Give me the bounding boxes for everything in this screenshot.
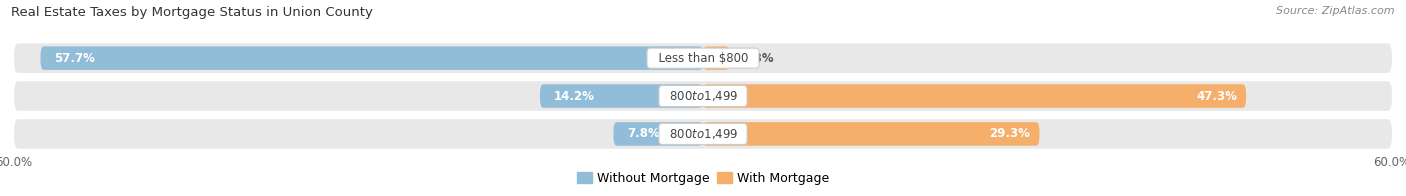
Text: 2.3%: 2.3% <box>741 52 773 65</box>
Text: 47.3%: 47.3% <box>1197 90 1237 103</box>
Text: Less than $800: Less than $800 <box>651 52 755 65</box>
FancyBboxPatch shape <box>41 46 703 70</box>
Text: 29.3%: 29.3% <box>990 127 1031 140</box>
Text: Real Estate Taxes by Mortgage Status in Union County: Real Estate Taxes by Mortgage Status in … <box>11 6 373 19</box>
FancyBboxPatch shape <box>703 84 1246 108</box>
Text: 14.2%: 14.2% <box>554 90 595 103</box>
Text: $800 to $1,499: $800 to $1,499 <box>662 127 744 141</box>
Text: Source: ZipAtlas.com: Source: ZipAtlas.com <box>1277 6 1395 16</box>
FancyBboxPatch shape <box>703 46 730 70</box>
FancyBboxPatch shape <box>613 122 703 146</box>
Legend: Without Mortgage, With Mortgage: Without Mortgage, With Mortgage <box>572 167 834 190</box>
Text: $800 to $1,499: $800 to $1,499 <box>662 89 744 103</box>
FancyBboxPatch shape <box>540 84 703 108</box>
FancyBboxPatch shape <box>14 43 1392 73</box>
FancyBboxPatch shape <box>14 81 1392 111</box>
FancyBboxPatch shape <box>14 119 1392 149</box>
Text: 7.8%: 7.8% <box>627 127 659 140</box>
FancyBboxPatch shape <box>703 122 1039 146</box>
Text: 57.7%: 57.7% <box>55 52 96 65</box>
